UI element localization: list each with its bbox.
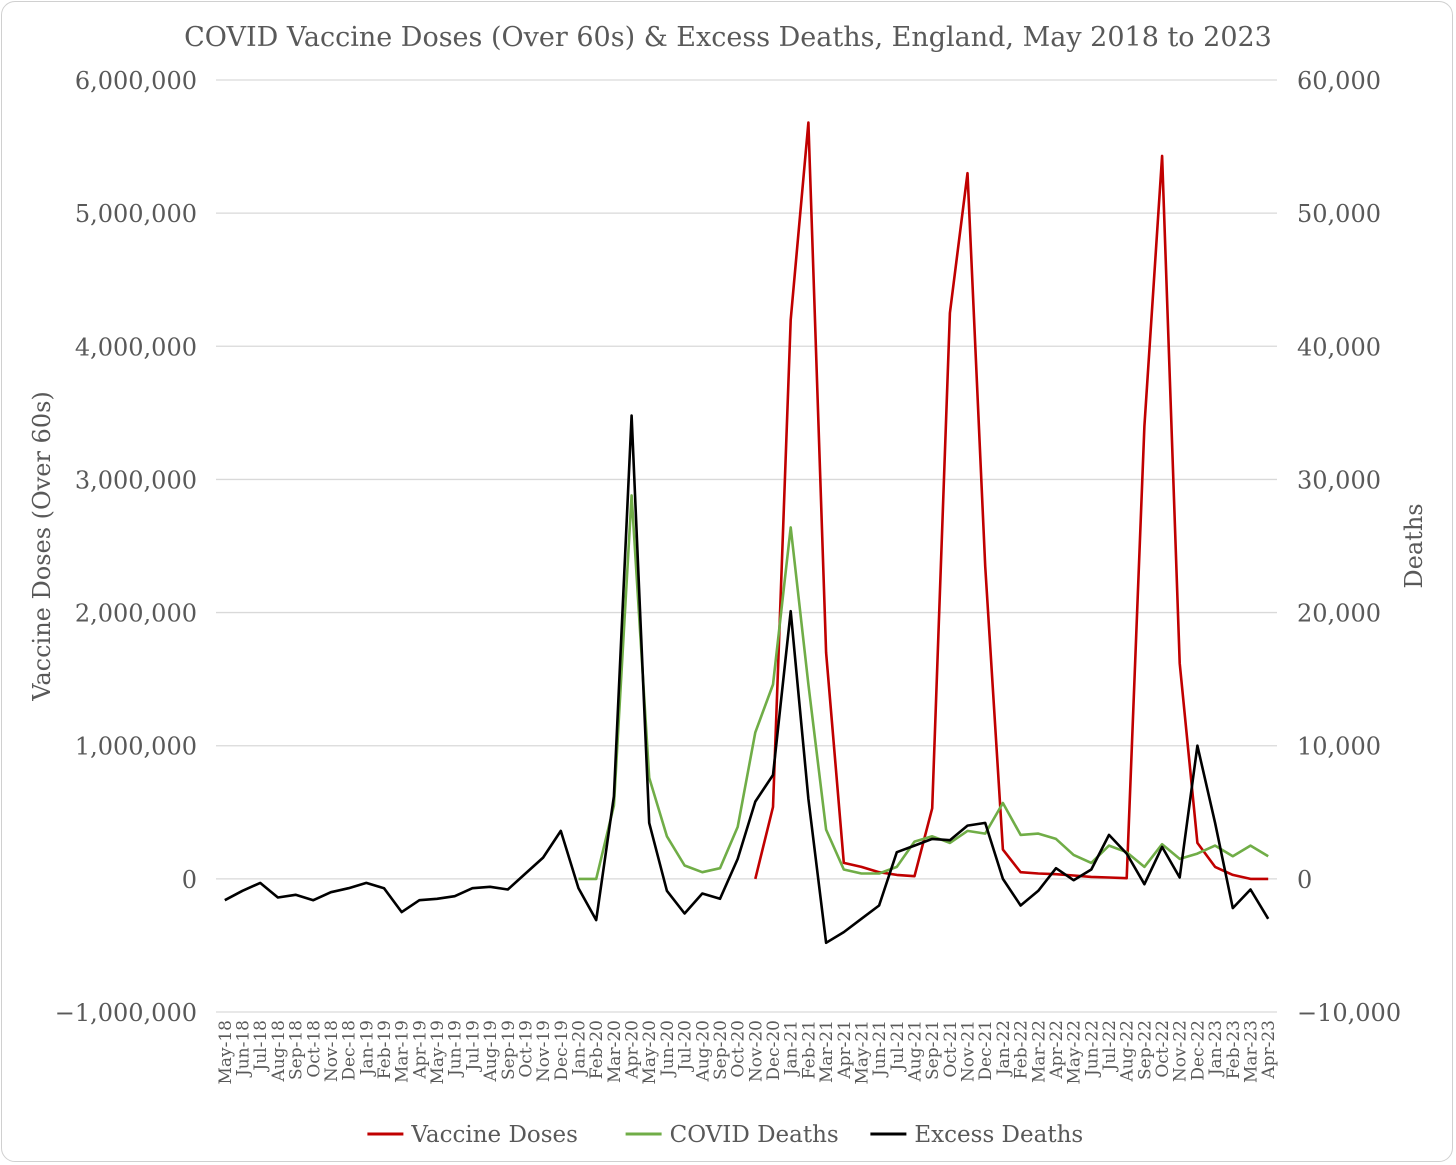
- x-tick-label: Dec-20: [764, 1020, 784, 1081]
- legend-label-vaccine-doses: Vaccine Doses: [410, 1122, 578, 1148]
- left-tick-label: 4,000,000: [75, 333, 197, 361]
- x-tick-label: Jan-19: [357, 1020, 377, 1077]
- series-lines: [224, 121, 1270, 945]
- x-tick-label: Nov-20: [746, 1020, 766, 1082]
- left-tick-label: 1,000,000: [75, 733, 197, 761]
- left-axis-tick-labels: −1,000,000 0 1,000,000 2,000,000 3,000,000 4,…: [55, 67, 197, 1027]
- x-tick-label: Feb-23: [1224, 1020, 1244, 1079]
- left-tick-label: 6,000,000: [75, 67, 197, 95]
- right-tick-label: 20,000: [1297, 600, 1381, 628]
- x-tick-label: Oct-19: [516, 1020, 536, 1078]
- x-tick-label: Mar-23: [1241, 1020, 1261, 1083]
- x-tick-label: Jan-21: [782, 1020, 802, 1077]
- x-tick-label: Sep-22: [1135, 1020, 1155, 1080]
- x-tick-label: Aug-21: [905, 1020, 925, 1082]
- x-tick-label: Sep-20: [711, 1020, 731, 1080]
- x-tick-label: Jan-22: [994, 1020, 1014, 1077]
- right-tick-label: 30,000: [1297, 466, 1381, 494]
- x-tick-label: Jul-22: [1100, 1020, 1120, 1073]
- x-tick-label: Dec-22: [1188, 1020, 1208, 1081]
- x-tick-label: Feb-22: [1012, 1020, 1032, 1079]
- x-tick-label: Nov-21: [959, 1020, 979, 1082]
- series-line-vaccine-doses: [754, 121, 1269, 881]
- x-tick-label: Jul-21: [888, 1020, 908, 1073]
- x-tick-label: Mar-19: [393, 1020, 413, 1083]
- x-tick-label: Apr-19: [410, 1020, 430, 1080]
- x-tick-label: Dec-19: [552, 1020, 572, 1081]
- x-tick-label: Mar-22: [1029, 1020, 1049, 1083]
- x-tick-label: Apr-22: [1047, 1020, 1067, 1080]
- x-tick-label: Jul-18: [251, 1020, 271, 1073]
- x-tick-label: Feb-19: [375, 1020, 395, 1079]
- x-tick-label: Apr-23: [1259, 1020, 1279, 1080]
- left-tick-label: 2,000,000: [75, 600, 197, 628]
- series-line-excess-deaths: [224, 414, 1270, 945]
- x-tick-label: May-19: [428, 1020, 448, 1085]
- x-tick-label: Jul-19: [463, 1020, 483, 1073]
- right-tick-label: 0: [1297, 866, 1312, 894]
- x-tick-label: Jun-19: [446, 1020, 466, 1078]
- x-tick-label: May-21: [852, 1020, 872, 1085]
- x-tick-label: Nov-22: [1171, 1020, 1191, 1082]
- x-tick-label: Jun-21: [870, 1020, 890, 1078]
- x-tick-label: May-20: [640, 1020, 660, 1085]
- x-tick-label: Nov-19: [534, 1020, 554, 1082]
- x-tick-label: Sep-21: [923, 1020, 943, 1080]
- right-tick-label: 50,000: [1297, 200, 1381, 228]
- legend-label-excess-deaths: Excess Deaths: [914, 1122, 1083, 1148]
- left-tick-label: 0: [182, 866, 197, 894]
- x-tick-label: Apr-20: [623, 1020, 643, 1080]
- x-tick-label: Jun-22: [1082, 1020, 1102, 1078]
- legend: Vaccine Doses COVID Deaths Excess Deaths: [367, 1122, 1083, 1148]
- x-tick-label: Apr-21: [835, 1020, 855, 1080]
- x-tick-label: Feb-21: [799, 1020, 819, 1079]
- x-tick-label: Dec-21: [976, 1020, 996, 1081]
- left-tick-label: −1,000,000: [55, 999, 197, 1027]
- x-tick-label: Nov-18: [322, 1020, 342, 1082]
- x-tick-label: Jan-20: [570, 1020, 590, 1077]
- x-tick-label: Mar-21: [817, 1020, 837, 1083]
- x-tick-label: Oct-21: [941, 1020, 961, 1078]
- x-tick-label: Mar-20: [605, 1020, 625, 1083]
- legend-label-covid-deaths: COVID Deaths: [670, 1122, 839, 1148]
- x-tick-label: Oct-22: [1153, 1020, 1173, 1078]
- x-tick-label: Aug-20: [693, 1020, 713, 1082]
- right-tick-label: 10,000: [1297, 733, 1381, 761]
- x-tick-label: Dec-18: [340, 1020, 360, 1081]
- x-tick-label: Aug-22: [1118, 1020, 1138, 1082]
- x-tick-label: Oct-20: [729, 1020, 749, 1078]
- x-tick-label: Jul-20: [676, 1020, 696, 1073]
- x-tick-label: Jun-18: [234, 1020, 254, 1078]
- right-tick-label: 60,000: [1297, 67, 1381, 95]
- right-tick-label: 40,000: [1297, 333, 1381, 361]
- x-tick-label: Sep-19: [499, 1020, 519, 1080]
- x-tick-label: May-22: [1065, 1020, 1085, 1085]
- right-axis-label: Deaths: [1400, 503, 1428, 588]
- x-tick-label: Sep-18: [287, 1020, 307, 1080]
- grid-lines: [216, 79, 1277, 1013]
- x-tick-label: Jan-23: [1206, 1020, 1226, 1077]
- left-tick-label: 3,000,000: [75, 466, 197, 494]
- chart-title: COVID Vaccine Doses (Over 60s) & Excess …: [184, 22, 1272, 53]
- x-tick-label: Aug-18: [269, 1020, 289, 1082]
- series-line-covid-deaths: [578, 494, 1269, 881]
- x-tick-label: Jun-20: [658, 1020, 678, 1078]
- right-axis-tick-labels: −10,000 0 10,000 20,000 30,000 40,000 50,000 60…: [1297, 67, 1401, 1027]
- x-tick-label: Aug-19: [481, 1020, 501, 1082]
- x-tick-label: Feb-20: [587, 1020, 607, 1079]
- right-tick-label: −10,000: [1297, 999, 1401, 1027]
- x-axis-tick-labels: May-18Jun-18Jul-18Aug-18Sep-18Oct-18Nov-…: [216, 1020, 1279, 1085]
- left-axis-label: Vaccine Doses (Over 60s): [28, 391, 56, 702]
- left-tick-label: 5,000,000: [75, 200, 197, 228]
- x-tick-label: May-18: [216, 1020, 236, 1085]
- x-tick-label: Oct-18: [304, 1020, 324, 1078]
